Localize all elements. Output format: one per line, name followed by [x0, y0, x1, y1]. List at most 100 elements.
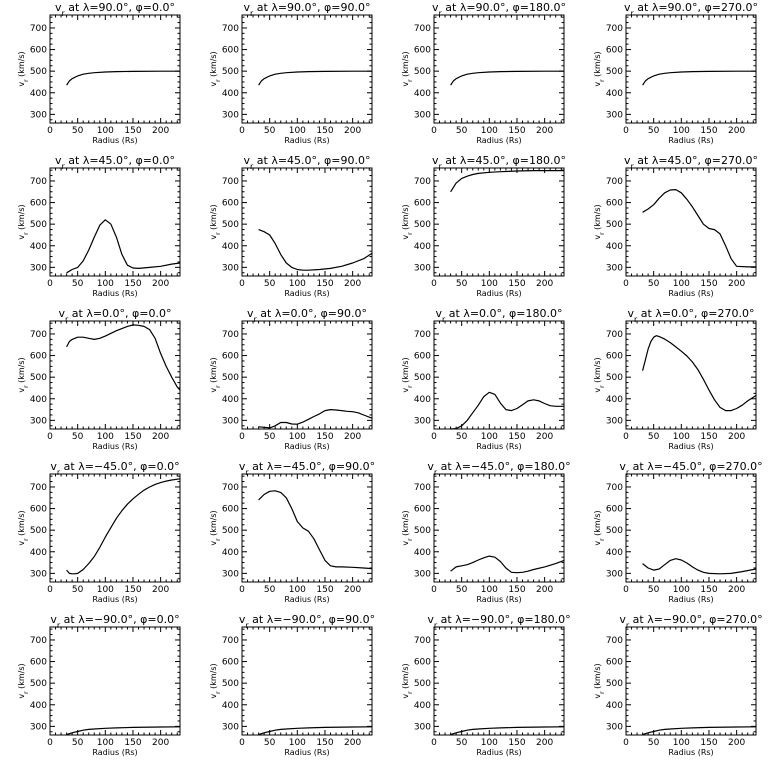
series-line — [642, 558, 757, 575]
series-line — [450, 726, 565, 736]
y-tick-label: 700 — [414, 177, 431, 187]
x-tick-label: 50 — [648, 738, 660, 748]
y-tick-label: 700 — [222, 483, 239, 493]
x-axis-label: Radius (Rs) — [476, 748, 521, 757]
x-axis-label: Radius (Rs) — [92, 136, 137, 145]
x-tick-label: 50 — [456, 126, 468, 136]
series-line — [258, 726, 373, 736]
x-tick-label: 150 — [700, 432, 717, 442]
x-axis-label: Radius (Rs) — [92, 748, 137, 757]
y-tick-label: 400 — [606, 89, 623, 99]
plot-frame — [433, 473, 565, 583]
x-tick-label: 100 — [97, 738, 114, 748]
y-tick-label: 300 — [414, 722, 431, 732]
panel-title: vr at λ=−90.0°, φ=0.0° — [50, 613, 179, 630]
y-axis-label: vr (km/s) — [593, 51, 606, 86]
y-tick-label: 600 — [30, 352, 47, 362]
x-tick-label: 150 — [316, 585, 333, 595]
x-tick-label: 200 — [152, 126, 169, 136]
x-tick-label: 100 — [97, 279, 114, 289]
x-tick-label: 100 — [97, 585, 114, 595]
y-tick-label: 300 — [222, 416, 239, 426]
y-tick-label: 400 — [222, 701, 239, 711]
series-line — [450, 70, 564, 86]
y-tick-label: 700 — [606, 330, 623, 340]
panel-title: vr at λ=0.0°, φ=0.0° — [58, 307, 171, 324]
series-line — [258, 409, 373, 429]
x-axis-label: Radius (Rs) — [284, 595, 329, 604]
x-tick-label: 150 — [700, 126, 717, 136]
panel-r3-c2: vr at λ=−45.0°, φ=180.0° 0 50 100 150 200 300 4… — [401, 460, 571, 604]
x-tick-label: 100 — [673, 126, 690, 136]
x-tick-label: 0 — [431, 585, 437, 595]
y-tick-label: 700 — [414, 636, 431, 646]
y-tick-label: 500 — [414, 526, 431, 536]
y-axis-label: vr (km/s) — [17, 357, 30, 392]
x-axis-label: Radius (Rs) — [284, 748, 329, 757]
plot-frame — [433, 626, 565, 736]
y-tick-label: 500 — [30, 67, 47, 77]
series-line — [642, 70, 756, 86]
x-tick-label: 150 — [508, 585, 525, 595]
plot-frame — [49, 320, 181, 430]
y-tick-label: 500 — [414, 373, 431, 383]
plot-frame — [625, 473, 757, 583]
y-axis-label: vr (km/s) — [209, 510, 222, 545]
y-tick-label: 600 — [30, 46, 47, 56]
y-tick-label: 600 — [222, 199, 239, 209]
x-tick-label: 100 — [289, 279, 306, 289]
series-line — [642, 335, 757, 412]
y-tick-label: 500 — [414, 679, 431, 689]
y-tick-label: 500 — [30, 373, 47, 383]
y-tick-label: 400 — [222, 548, 239, 558]
x-tick-label: 100 — [673, 279, 690, 289]
panel-r3-c0: vr at λ=−45.0°, φ=0.0° 0 50 100 150 200 300 400… — [17, 460, 181, 604]
plot-frame — [241, 473, 373, 583]
x-axis-label: Radius (Rs) — [476, 136, 521, 145]
panel-r1-c3: vr at λ=45.0°, φ=270.0° 0 50 100 150 200 300 40… — [593, 154, 758, 298]
x-axis-label: Radius (Rs) — [284, 136, 329, 145]
series-line — [66, 70, 180, 86]
y-tick-label: 500 — [414, 220, 431, 230]
x-tick-label: 150 — [508, 279, 525, 289]
series-line — [642, 726, 757, 736]
plot-frame — [241, 14, 373, 124]
panel-r2-c3: vr at λ=0.0°, φ=270.0° 0 50 100 150 200 300 400… — [593, 307, 757, 451]
panel-title: vr at λ=90.0°, φ=0.0° — [55, 1, 175, 18]
y-tick-label: 300 — [30, 569, 47, 579]
x-tick-label: 200 — [152, 738, 169, 748]
y-tick-label: 700 — [606, 483, 623, 493]
plot-frame — [241, 167, 373, 277]
y-tick-label: 700 — [414, 24, 431, 34]
x-tick-label: 0 — [623, 279, 629, 289]
x-tick-label: 0 — [431, 279, 437, 289]
y-tick-label: 300 — [222, 569, 239, 579]
y-tick-label: 400 — [414, 701, 431, 711]
y-tick-label: 700 — [30, 24, 47, 34]
y-tick-label: 300 — [222, 263, 239, 273]
x-tick-label: 150 — [124, 738, 141, 748]
y-tick-label: 700 — [222, 330, 239, 340]
y-axis-label: vr (km/s) — [401, 357, 414, 392]
x-tick-label: 150 — [508, 738, 525, 748]
y-axis-label: vr (km/s) — [401, 510, 414, 545]
y-axis-label: vr (km/s) — [17, 663, 30, 698]
y-tick-label: 400 — [222, 395, 239, 405]
y-tick-label: 300 — [30, 110, 47, 120]
y-tick-label: 500 — [222, 220, 239, 230]
panel-r1-c1: vr at λ=45.0°, φ=90.0° 0 50 100 150 200 300 400… — [209, 154, 373, 298]
x-tick-label: 50 — [72, 126, 84, 136]
y-tick-label: 700 — [606, 636, 623, 646]
y-axis-label: vr (km/s) — [17, 204, 30, 239]
x-tick-label: 50 — [72, 738, 84, 748]
x-tick-label: 200 — [344, 126, 361, 136]
y-tick-label: 500 — [606, 679, 623, 689]
x-tick-label: 50 — [648, 279, 660, 289]
x-tick-label: 200 — [152, 279, 169, 289]
panel-title: vr at λ=90.0°, φ=180.0° — [432, 1, 566, 18]
x-tick-label: 0 — [239, 738, 245, 748]
y-tick-label: 300 — [414, 569, 431, 579]
panel-r2-c1: vr at λ=0.0°, φ=90.0° 0 50 100 150 200 300 400 5… — [209, 307, 373, 451]
series-line — [66, 219, 181, 274]
plot-frame — [625, 320, 757, 430]
